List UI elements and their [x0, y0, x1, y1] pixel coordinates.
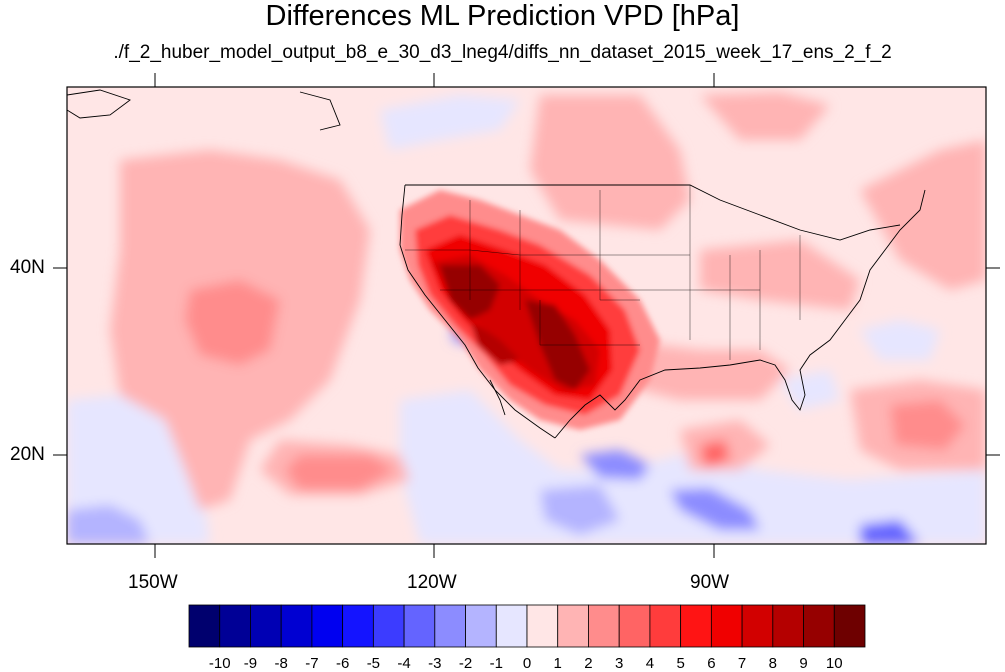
map-field: [67, 87, 986, 544]
colorbar-label: 5: [676, 655, 685, 672]
colorbar-box: [250, 604, 282, 648]
colorbar-label: -9: [243, 655, 258, 672]
map-title: Differences ML Prediction VPD [hPa]: [265, 0, 740, 32]
colorbar-label: 0: [522, 655, 532, 672]
colorbar-label: -10: [208, 655, 231, 672]
colorbar-box: [495, 604, 528, 648]
colorbar-box: [680, 604, 712, 648]
colorbar-box: [188, 604, 221, 648]
colorbar-label: -7: [305, 655, 319, 672]
lon-label-150w: 150W: [128, 572, 178, 593]
colorbar-label: 6: [707, 655, 716, 672]
colorbar-box: [741, 604, 774, 648]
colorbar-box: [219, 604, 251, 648]
colorbar-box: [710, 604, 743, 648]
colorbar-label: 2: [584, 655, 593, 672]
colorbar-box: [833, 604, 866, 648]
colorbar-box: [772, 604, 804, 648]
colorbar-box: [618, 604, 651, 648]
colorbar-label: 4: [645, 655, 655, 672]
colorbar-box: [311, 604, 344, 648]
colorbar-box: [526, 604, 559, 648]
lon-label-120w: 120W: [407, 572, 457, 593]
colorbar-label: 8: [768, 655, 777, 672]
colorbar-box: [372, 604, 405, 648]
colorbar-label: 3: [615, 655, 624, 672]
colorbar-label: -4: [397, 655, 411, 672]
lat-label-20n: 20N: [10, 444, 45, 465]
lon-label-90w: 90W: [690, 572, 730, 593]
map-subtitle: ./f_2_huber_model_output_b8_e_30_d3_lneg…: [113, 42, 892, 63]
colorbar-label: -6: [335, 655, 350, 672]
colorbar-label: 10: [825, 655, 843, 672]
colorbar-box: [588, 604, 620, 648]
state-borders: [405, 185, 801, 360]
colorbar: [188, 604, 866, 648]
colorbar-label: 9: [799, 655, 808, 672]
colorbar-box: [434, 604, 466, 648]
colorbar-label: -5: [366, 655, 381, 672]
colorbar-label: -1: [489, 655, 503, 672]
colorbar-box: [403, 604, 436, 648]
colorbar-label: 1: [553, 655, 562, 672]
coastline-lines: [67, 89, 926, 439]
axis-ticks: [53, 73, 1000, 558]
colorbar-box: [803, 604, 835, 648]
colorbar-label: -8: [274, 655, 288, 672]
lat-label-40n: 40N: [10, 257, 45, 278]
map-frame: [66, 86, 987, 545]
colorbar-box: [649, 604, 682, 648]
colorbar-box: [342, 604, 374, 648]
colorbar-box: [280, 604, 313, 648]
colorbar-box: [557, 604, 589, 648]
colorbar-box: [465, 604, 497, 648]
colorbar-label: 7: [737, 655, 747, 672]
colorbar-label: -2: [458, 655, 473, 672]
colorbar-label: -3: [428, 655, 442, 672]
